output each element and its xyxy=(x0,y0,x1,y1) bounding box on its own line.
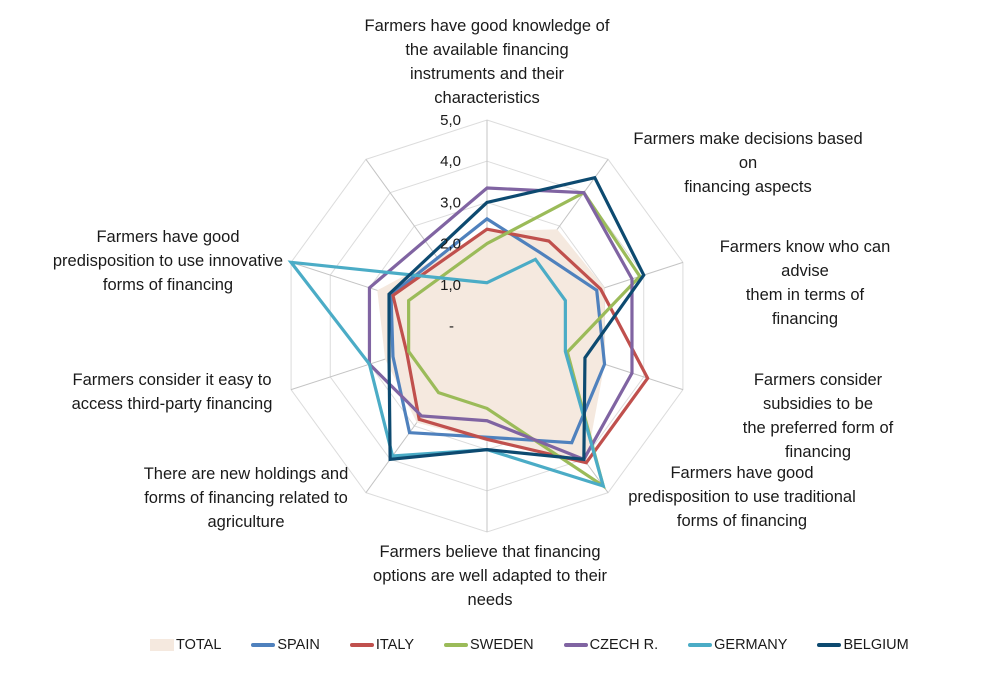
legend-label: BELGIUM xyxy=(843,637,909,653)
axis-label-knowledge: Farmers have good knowledge of the avail… xyxy=(364,17,610,107)
legend-item: SPAIN xyxy=(251,637,320,653)
legend-line-swatch xyxy=(349,643,374,647)
axis-label-decisions: Farmers make decisions based on financin… xyxy=(633,130,863,196)
legend-label: SPAIN xyxy=(277,637,320,653)
series-line-germany xyxy=(287,257,606,489)
legend-item: SWEDEN xyxy=(443,637,534,653)
legend: TOTAL SPAIN ITALY SWEDEN CZECH R. GERMANY BELG… xyxy=(150,637,939,653)
legend-line-swatch xyxy=(563,643,588,647)
legend-label: SWEDEN xyxy=(469,637,534,653)
axis-label-advise: Farmers know who can advise them in term… xyxy=(719,238,891,328)
legend-label: CZECH R. xyxy=(589,637,659,653)
legend-line-swatch xyxy=(251,643,276,647)
legend-item: BELGIUM xyxy=(817,637,909,653)
axis-label-easy-access: Farmers consider it easy to access third… xyxy=(71,371,273,413)
legend-item: TOTAL xyxy=(150,637,221,653)
legend-line-swatch xyxy=(817,643,842,647)
series-line-sweden xyxy=(407,190,642,490)
tick-label: 3,0 xyxy=(440,194,461,211)
legend-item: ITALY xyxy=(349,637,414,653)
legend-label: ITALY xyxy=(375,637,414,653)
axis-label-new-holdings: There are new holdings and forms of fina… xyxy=(143,465,349,531)
tick-label: 1,0 xyxy=(440,277,461,294)
legend-label: TOTAL xyxy=(176,637,222,653)
legend-item: CZECH R. xyxy=(563,637,659,653)
series-area-total xyxy=(377,229,605,463)
axis-label-innovative: Farmers have good predisposition to use … xyxy=(52,228,284,294)
tick-label: - xyxy=(449,318,454,335)
axis-label-adapted: Farmers believe that financing options a… xyxy=(373,543,607,609)
legend-item: GERMANY xyxy=(688,637,787,653)
axis-label-traditional: Farmers have good predisposition to use … xyxy=(628,464,856,530)
series-line-italy xyxy=(391,227,650,465)
tick-label: 2,0 xyxy=(440,236,461,253)
legend-line-swatch xyxy=(688,643,713,647)
legend-label: GERMANY xyxy=(714,637,788,653)
tick-label: 5,0 xyxy=(440,112,461,129)
legend-area-swatch xyxy=(150,639,174,651)
axis-label-subsidies: Farmers consider subsidies to be the pre… xyxy=(742,371,894,461)
series-line-spain xyxy=(389,216,607,445)
series-line-belgium xyxy=(387,175,646,462)
tick-label: 4,0 xyxy=(440,153,461,170)
series-line-czech-r xyxy=(367,186,634,462)
legend-line-swatch xyxy=(443,643,468,647)
